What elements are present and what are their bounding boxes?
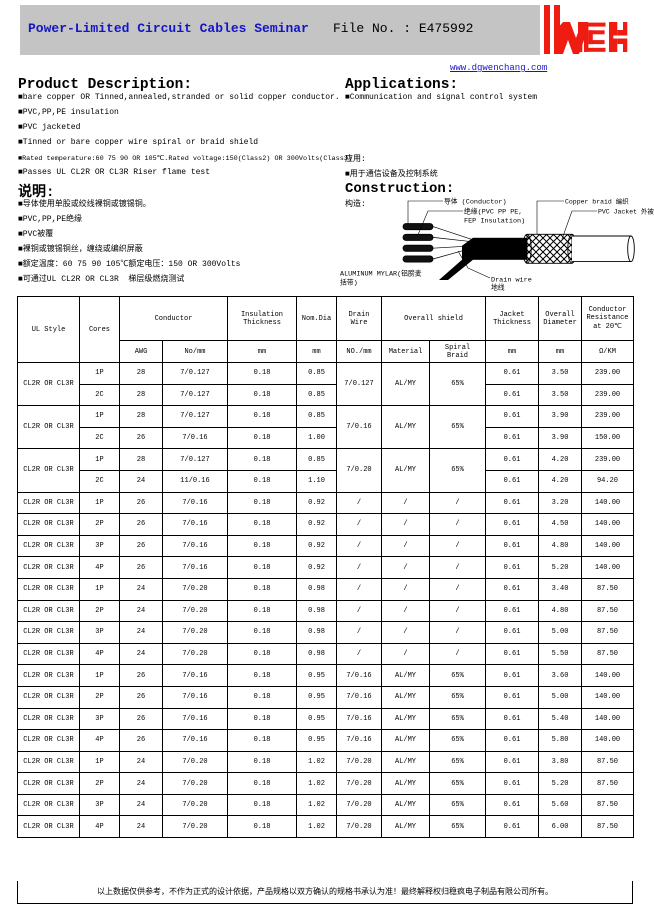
svg-text:ALUMINUM MYLAR(铝膀麦: ALUMINUM MYLAR(铝膀麦 <box>340 269 422 279</box>
svg-text:PVC Jacket 外被: PVC Jacket 外被 <box>598 207 654 216</box>
svg-text:绝缘(PVC PP PE,: 绝缘(PVC PP PE, <box>464 207 522 217</box>
svg-text:括带): 括带) <box>340 278 358 288</box>
svg-text:Copper braid 编织: Copper braid 编织 <box>565 197 629 206</box>
svg-text:导体 (Conductor): 导体 (Conductor) <box>444 197 507 207</box>
svg-text:地线: 地线 <box>491 283 505 293</box>
svg-text:FEP Insulation): FEP Insulation) <box>464 218 525 226</box>
svg-text:Drain wire: Drain wire <box>491 277 532 285</box>
